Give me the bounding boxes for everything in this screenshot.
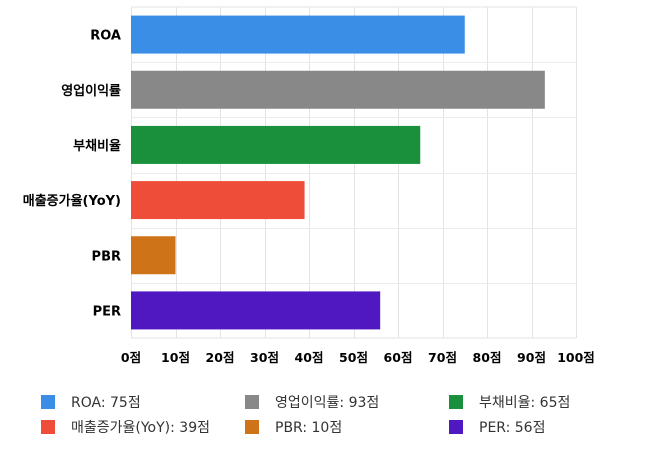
legend-item: PBR: 10점 <box>245 417 342 437</box>
x-tick-label: 80점 <box>473 350 502 365</box>
x-tick-label: 0점 <box>121 350 141 365</box>
x-tick-label: 100점 <box>557 350 595 365</box>
legend-item: 부채비율: 65점 <box>449 392 570 412</box>
legend-swatch <box>449 420 463 434</box>
bars <box>131 15 545 330</box>
category-label: 부채비율 <box>73 138 121 154</box>
x-tick-label: 30점 <box>250 350 279 365</box>
x-tick-label: 40점 <box>295 350 324 365</box>
legend-label: PER: 56점 <box>479 420 546 436</box>
legend-item: 영업이익률: 93점 <box>245 392 379 412</box>
bar <box>131 15 465 54</box>
category-label: 영업이익률 <box>61 83 121 99</box>
category-label: 매출증가율(YoY) <box>23 193 121 209</box>
legend-label: 매출증가율(YoY): 39점 <box>71 420 210 436</box>
x-axis-tick-labels: 0점 10점 20점 30점 40점 50점 60점 70점 80점 90점 100점 <box>121 350 595 365</box>
legend-label: 영업이익률: 93점 <box>275 395 380 411</box>
legend-swatch <box>41 420 55 434</box>
bar <box>131 125 421 164</box>
bar <box>131 181 305 220</box>
legend-swatch <box>245 420 259 434</box>
legend-swatch <box>245 395 259 409</box>
x-tick-label: 60점 <box>384 350 413 365</box>
legend-item: PER: 56점 <box>449 417 545 437</box>
legend-item: 매출증가율(YoY): 39점 <box>41 417 210 437</box>
category-label: PER <box>93 304 121 319</box>
x-tick-label: 70점 <box>428 350 457 365</box>
legend-item: ROA: 75점 <box>41 392 141 412</box>
x-tick-label: 90점 <box>517 350 546 365</box>
x-tick-label: 50점 <box>339 350 368 365</box>
x-tick-label: 20점 <box>206 350 235 365</box>
bar <box>131 291 381 330</box>
bar <box>131 70 545 109</box>
x-tick-label: 10점 <box>161 350 190 365</box>
category-label: ROA <box>90 29 121 44</box>
legend-swatch <box>449 395 463 409</box>
legend-label: ROA: 75점 <box>71 395 141 411</box>
bar <box>131 236 176 275</box>
legend-label: 부채비율: 65점 <box>479 395 571 411</box>
legend-swatch <box>41 395 55 409</box>
legend: ROA: 75점 영업이익률: 93점 부채비율: 65점 매출증가율(YoY)… <box>41 392 631 440</box>
category-label: PBR <box>92 249 121 264</box>
grid-lines <box>131 6 577 339</box>
legend-label: PBR: 10점 <box>275 420 343 436</box>
